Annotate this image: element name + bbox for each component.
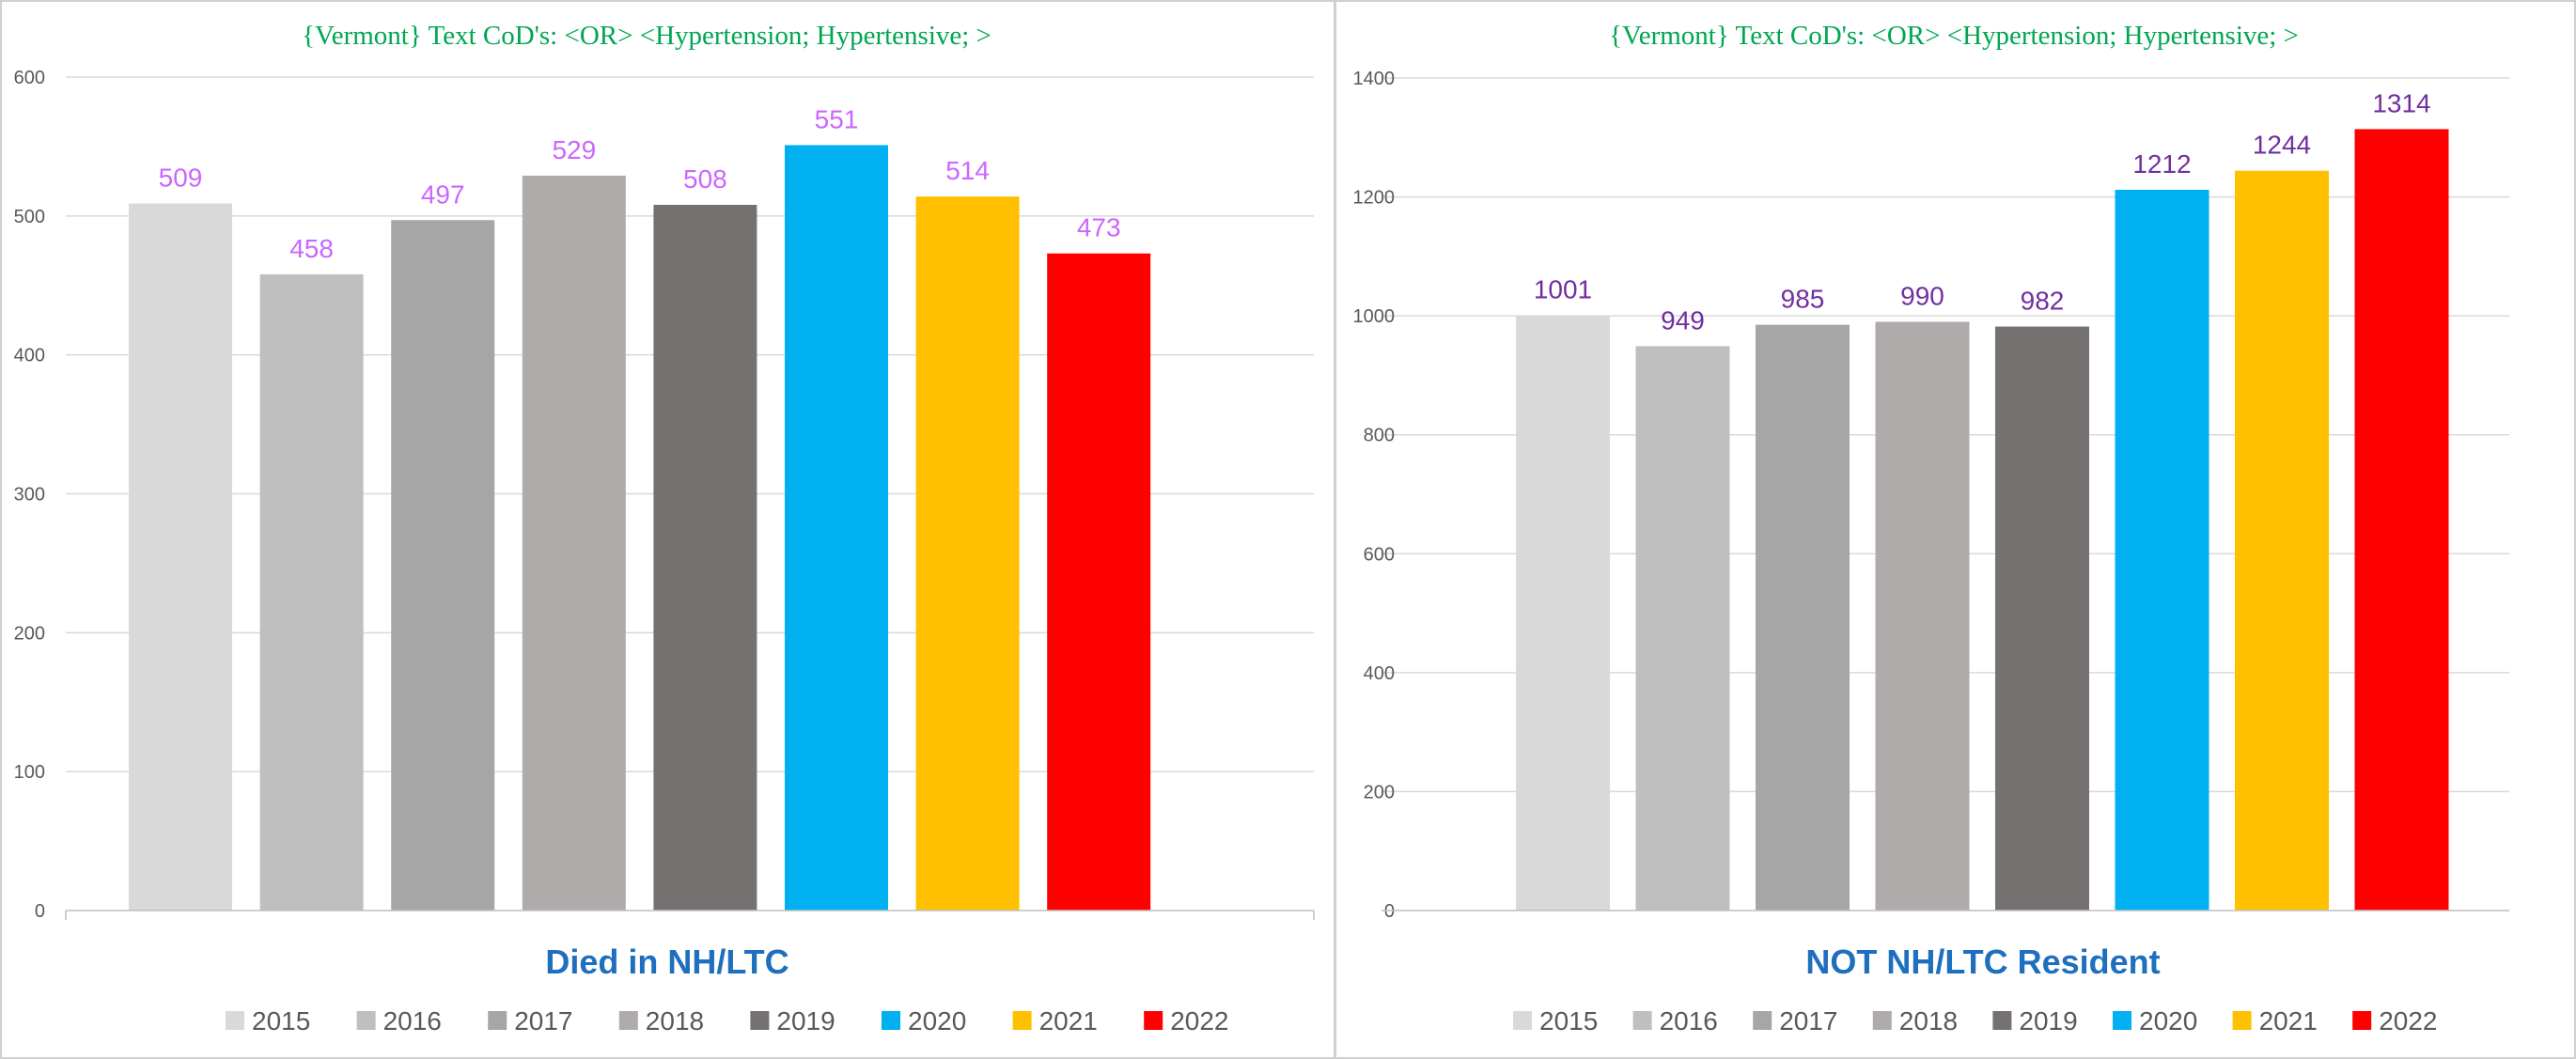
- data-label: 1244: [2253, 131, 2311, 160]
- legend-label: 2022: [1170, 1006, 1228, 1036]
- y-tick-label: 1000: [1353, 306, 1396, 327]
- y-tick-label: 300: [14, 485, 45, 506]
- legend-swatch: [750, 1011, 770, 1030]
- legend: 2015 2016 2017 2018 2019 2020 2021 2022: [226, 1006, 1228, 1036]
- bar-2015: [129, 203, 232, 911]
- bar-2022: [2354, 129, 2449, 911]
- legend-swatch: [1632, 1011, 1652, 1030]
- data-label: 985: [1781, 285, 1825, 314]
- legend-swatch: [1144, 1011, 1163, 1030]
- bar-2016: [1635, 346, 1730, 911]
- data-label: 508: [683, 164, 727, 194]
- legend-label: 2019: [2019, 1006, 2077, 1036]
- legend-label: 2015: [252, 1006, 310, 1036]
- data-label: 551: [815, 104, 859, 133]
- legend-swatch: [1012, 1011, 1032, 1030]
- legend-swatch: [618, 1011, 638, 1030]
- legend-label: 2020: [908, 1006, 966, 1036]
- data-label: 473: [1077, 213, 1121, 242]
- data-label: 1314: [2372, 88, 2430, 117]
- y-axis: 0 200 400 600 800 1000 1200 1400: [1353, 69, 1396, 922]
- legend-swatch: [1992, 1011, 2012, 1030]
- bar-series: [1516, 129, 2449, 911]
- legend-label: 2017: [514, 1006, 572, 1036]
- y-tick-label: 400: [1364, 663, 1395, 684]
- y-tick-label: 0: [35, 901, 45, 922]
- legend-label: 2022: [2379, 1006, 2437, 1036]
- x-axis-label: NOT NH/LTC Resident: [1805, 942, 2160, 981]
- y-tick-label: 500: [14, 207, 45, 227]
- bar-2019: [1995, 326, 2089, 911]
- bar-2021: [2235, 170, 2329, 911]
- data-label: 509: [159, 164, 203, 193]
- bar-2016: [259, 273, 364, 911]
- data-label: 458: [289, 234, 334, 263]
- bar-2021: [915, 196, 1020, 911]
- y-tick-label: 200: [1364, 782, 1395, 802]
- legend-swatch: [1513, 1011, 1532, 1030]
- data-label: 497: [421, 179, 465, 209]
- legend-label: 2021: [1039, 1006, 1098, 1036]
- x-axis-line: [65, 910, 1315, 920]
- legend-swatch: [2113, 1011, 2131, 1030]
- data-label: 514: [945, 156, 990, 185]
- bar-2022: [1047, 253, 1151, 911]
- bar-2015: [1516, 315, 1610, 911]
- y-tick-label: 800: [1364, 426, 1395, 446]
- legend-label: 2018: [1899, 1006, 1958, 1036]
- chart-panel-left: {Vermont} Text CoD's: <OR> <Hypertension…: [0, 0, 1335, 1059]
- legend-label: 2015: [1539, 1006, 1598, 1036]
- bar-2018: [522, 175, 626, 911]
- legend-label: 2018: [646, 1006, 704, 1036]
- legend: 2015 2016 2017 2018 2019 2020 2021 2022: [1513, 1006, 2437, 1036]
- y-tick-label: 1200: [1353, 188, 1396, 209]
- bar-2017: [1756, 324, 1850, 911]
- bar-2020: [785, 145, 888, 911]
- legend-label: 2016: [1660, 1006, 1718, 1036]
- legend-swatch: [1872, 1011, 1892, 1030]
- legend-label: 2021: [2259, 1006, 2318, 1036]
- data-labels: 509 458 497 529 508 551 514 473: [159, 104, 1121, 262]
- legend-swatch: [2352, 1011, 2372, 1030]
- bar-2017: [391, 220, 495, 911]
- legend-swatch: [2232, 1011, 2252, 1030]
- y-tick-label: 1400: [1353, 69, 1396, 89]
- chart-panel-right: {Vermont} Text CoD's: <OR> <Hypertension…: [1335, 0, 2576, 1059]
- y-tick-label: 600: [14, 68, 45, 88]
- data-label: 982: [2021, 287, 2065, 316]
- data-label: 1212: [2132, 149, 2191, 179]
- y-axis: 0 100 200 300 400 500 600: [14, 68, 45, 922]
- chart-title: {Vermont} Text CoD's: <OR> <Hypertension…: [302, 21, 991, 51]
- legend-swatch: [1753, 1011, 1772, 1030]
- bar-2020: [2115, 189, 2209, 911]
- data-label: 990: [1900, 281, 1944, 310]
- chart-title: {Vermont} Text CoD's: <OR> <Hypertension…: [1609, 21, 2299, 51]
- y-tick-label: 0: [1384, 901, 1395, 922]
- legend-label: 2020: [2139, 1006, 2197, 1036]
- legend-swatch: [882, 1011, 900, 1030]
- legend-swatch: [356, 1011, 376, 1030]
- data-label: 949: [1661, 305, 1705, 335]
- legend-label: 2016: [383, 1006, 442, 1036]
- x-axis-label: Died in NH/LTC: [545, 942, 788, 981]
- legend-label: 2019: [776, 1006, 835, 1036]
- legend-label: 2017: [1779, 1006, 1837, 1036]
- data-labels: 1001 949 985 990 982 1212 1244 1314: [1534, 88, 2431, 335]
- data-label: 1001: [1534, 275, 1592, 304]
- bar-2019: [653, 205, 757, 911]
- y-tick-label: 200: [14, 623, 45, 644]
- bar-2018: [1875, 321, 1970, 911]
- y-tick-label: 600: [1364, 544, 1395, 565]
- y-tick-label: 400: [14, 346, 45, 366]
- bar-series: [129, 145, 1151, 911]
- legend-swatch: [226, 1011, 244, 1030]
- legend-swatch: [488, 1011, 507, 1030]
- data-label: 529: [552, 135, 596, 164]
- y-tick-label: 100: [14, 762, 45, 783]
